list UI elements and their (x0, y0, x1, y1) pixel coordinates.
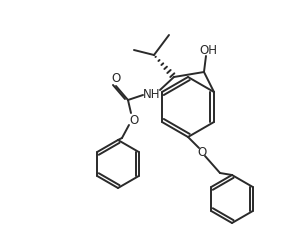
Text: O: O (129, 113, 139, 126)
Text: NH: NH (143, 88, 161, 101)
Text: OH: OH (199, 43, 217, 56)
Text: O: O (111, 72, 121, 86)
Text: O: O (197, 146, 206, 160)
